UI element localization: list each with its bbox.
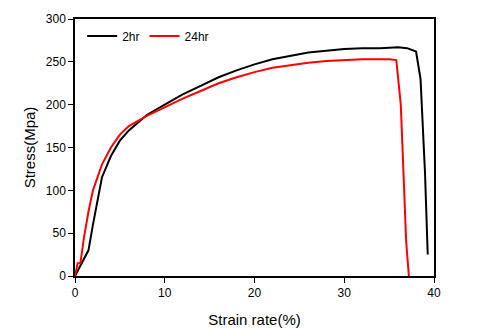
svg-text:250: 250 [46, 55, 66, 69]
svg-text:0: 0 [72, 286, 79, 300]
svg-text:Strain rate(%): Strain rate(%) [208, 311, 301, 328]
svg-text:200: 200 [46, 98, 66, 112]
svg-text:150: 150 [46, 141, 66, 155]
svg-text:10: 10 [158, 286, 172, 300]
svg-text:40: 40 [427, 286, 441, 300]
svg-text:30: 30 [338, 286, 352, 300]
svg-text:24hr: 24hr [185, 30, 209, 44]
svg-text:300: 300 [46, 12, 66, 26]
svg-text:Stress(Mpa): Stress(Mpa) [21, 107, 38, 189]
svg-text:2hr: 2hr [122, 30, 139, 44]
svg-text:0: 0 [59, 269, 66, 283]
svg-text:20: 20 [248, 286, 262, 300]
svg-text:50: 50 [52, 226, 66, 240]
svg-text:100: 100 [46, 184, 66, 198]
